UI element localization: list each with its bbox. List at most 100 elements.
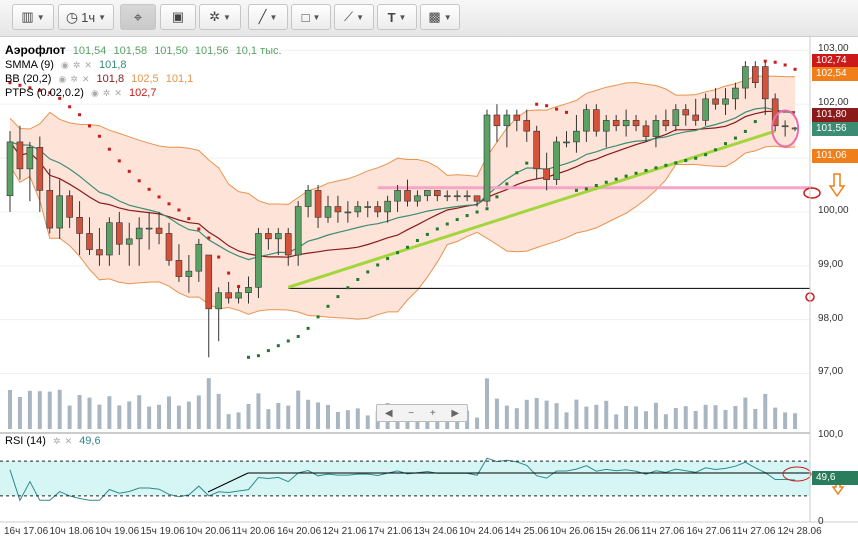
- fib-tool-button[interactable]: ⟋ ▼: [334, 4, 374, 30]
- zoom-out-icon[interactable]: −: [408, 407, 415, 419]
- highlight-circle[interactable]: [771, 109, 800, 148]
- line-tool-button[interactable]: ╱ ▼: [248, 4, 288, 30]
- candle: [692, 114, 699, 121]
- volume-bar: [127, 401, 132, 429]
- scroll-left-icon[interactable]: ◀: [384, 407, 393, 419]
- crosshair-button[interactable]: ⌖: [120, 4, 156, 30]
- trend-line[interactable]: [287, 129, 776, 289]
- sar-dot: [306, 326, 310, 330]
- close-icon[interactable]: ✕: [64, 436, 73, 446]
- eye-icon[interactable]: ◉: [60, 60, 69, 70]
- sar-dot: [396, 251, 400, 255]
- sar-dot: [28, 86, 32, 90]
- sar-dot: [425, 232, 429, 236]
- volume-bar: [206, 378, 211, 429]
- chart-type-button[interactable]: ▥ ▼: [12, 4, 54, 30]
- sar-dot: [217, 255, 221, 259]
- time-tick-label: 16ч 17.06: [4, 526, 49, 537]
- volume-bar: [176, 405, 181, 429]
- candle: [434, 190, 441, 197]
- time-tick-label: 16ч 27.06: [686, 526, 731, 537]
- scroll-right-icon[interactable]: ▶: [451, 407, 460, 419]
- volume-bar: [514, 408, 519, 429]
- legend-main: Аэрофлот 101,54 101,58 101,50 101,56 10,…: [5, 43, 286, 58]
- candles-icon: ▥: [21, 9, 34, 24]
- candle: [56, 195, 63, 229]
- candle: [66, 195, 73, 218]
- chevron-down-icon: ▼: [312, 12, 321, 22]
- rsi-line: [9, 457, 796, 502]
- gear-icon[interactable]: ✲: [102, 88, 111, 98]
- volume-bar: [763, 394, 768, 429]
- candle: [553, 141, 560, 180]
- bb-mid-value: 101,8: [96, 73, 125, 85]
- image-button[interactable]: ▩ ▼: [420, 4, 460, 30]
- sar-dot: [644, 168, 648, 172]
- candle: [275, 233, 282, 240]
- volume-bar: [167, 396, 171, 429]
- pink-level-handle[interactable]: [803, 187, 821, 199]
- candle: [622, 120, 630, 127]
- candle: [453, 195, 461, 198]
- volume-bar: [246, 404, 251, 429]
- close-icon[interactable]: ✕: [114, 88, 122, 98]
- rsi-fill: [0, 461, 810, 496]
- volume-bar: [445, 418, 450, 429]
- gear-icon[interactable]: ✲: [72, 60, 81, 70]
- sar-dot: [763, 59, 767, 63]
- sar-dot: [276, 344, 280, 348]
- volume-bar: [524, 399, 529, 429]
- eye-icon[interactable]: ◉: [90, 88, 99, 98]
- candle: [612, 120, 620, 127]
- volume-bar: [574, 399, 579, 429]
- time-tick-label: 13ч 24.06: [413, 526, 458, 537]
- indicator-panel-button[interactable]: ▣: [160, 4, 196, 30]
- zoom-in-icon[interactable]: +: [429, 407, 436, 419]
- timeframe-button[interactable]: ◷ 1ч ▼: [58, 4, 114, 30]
- timeframe-label: 1ч: [81, 9, 96, 25]
- candle: [473, 195, 481, 202]
- time-tick-label: 15ч 26.06: [595, 526, 640, 537]
- sar-dot: [634, 171, 638, 175]
- rsi-value: 49,6: [79, 435, 101, 447]
- volume-bar: [87, 397, 92, 429]
- price-chart[interactable]: [0, 37, 858, 542]
- sar-dot: [594, 183, 598, 187]
- bollinger-upper-line: [9, 75, 796, 205]
- sar-dot: [266, 349, 270, 353]
- sar-dot: [207, 236, 211, 240]
- image-icon: ▩: [428, 9, 441, 24]
- zoom-scroll-control[interactable]: ◀ − + ▶: [376, 404, 468, 422]
- candle: [304, 190, 312, 207]
- parabolic-sar-dots: [8, 59, 797, 359]
- candle: [314, 190, 322, 218]
- volume-bar: [634, 406, 639, 429]
- text-tool-button[interactable]: T ▼: [377, 4, 417, 30]
- theme-button[interactable]: ✲ ▼: [199, 4, 241, 30]
- candle: [483, 114, 491, 202]
- volume-bar: [47, 391, 52, 429]
- candle: [493, 114, 501, 127]
- sar-dot: [584, 187, 588, 191]
- candle: [652, 120, 660, 137]
- close-icon[interactable]: ✕: [84, 60, 92, 70]
- candle: [563, 141, 570, 144]
- candle: [294, 206, 302, 256]
- eye-icon[interactable]: ◉: [58, 74, 67, 84]
- candle: [573, 130, 580, 143]
- volume-bar: [494, 398, 499, 429]
- candle: [284, 233, 292, 256]
- gear-icon[interactable]: ✲: [70, 74, 78, 84]
- shape-tool-button[interactable]: □ ▼: [291, 4, 331, 30]
- candle: [662, 120, 670, 127]
- candle: [752, 66, 759, 83]
- high-value: 101,58: [113, 45, 148, 57]
- sar-dot: [704, 153, 708, 157]
- price-tick-label: 100,00: [818, 204, 849, 216]
- rsi-highlight-circle: [782, 466, 812, 482]
- close-icon[interactable]: ✕: [81, 74, 90, 84]
- low-value: 101,50: [154, 45, 188, 57]
- gear-icon[interactable]: ✲: [53, 436, 61, 446]
- line-tool-icon: ╱: [258, 9, 267, 24]
- candle: [265, 233, 272, 240]
